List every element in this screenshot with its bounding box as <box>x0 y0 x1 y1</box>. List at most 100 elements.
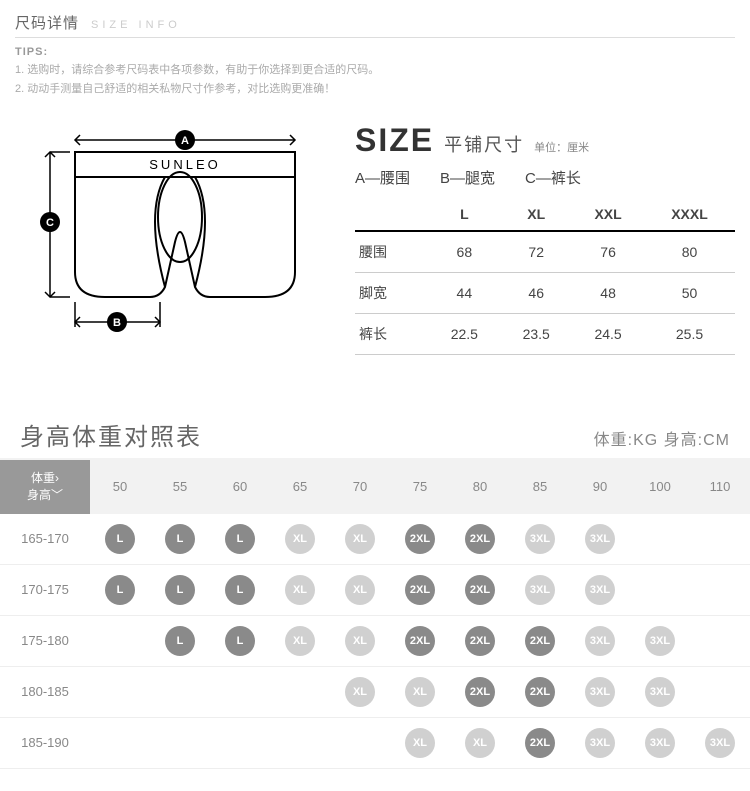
hw-cell: 2XL <box>450 514 510 565</box>
hw-cell <box>690 514 750 565</box>
size-row: 脚宽44464850 <box>355 273 735 314</box>
size-badge: XL <box>345 524 375 554</box>
hw-cell: XL <box>270 615 330 666</box>
header-title-cn: 尺码详情 <box>15 12 79 33</box>
hw-row: 180-185XLXL2XL2XL3XL3XL <box>0 666 750 717</box>
header: 尺码详情 SIZE INFO TIPS: 1. 选购时，请综合参考尺码表中各项参… <box>0 0 750 102</box>
hw-cell <box>90 666 150 717</box>
size-badge: 3XL <box>705 728 735 758</box>
hw-cell: 3XL <box>690 717 750 768</box>
hw-row: 185-190XLXL2XL3XL3XL3XL <box>0 717 750 768</box>
size-cell: 裤长 <box>355 314 428 355</box>
hw-cell <box>90 717 150 768</box>
hw-corner: 体重›身高﹀ <box>0 460 90 514</box>
hw-cell: 2XL <box>390 514 450 565</box>
hw-cell: XL <box>390 717 450 768</box>
size-cell: 44 <box>428 273 500 314</box>
size-badge: 3XL <box>585 626 615 656</box>
hw-cell: 3XL <box>630 615 690 666</box>
hw-cell: XL <box>330 615 390 666</box>
hw-height-label: 170-175 <box>0 564 90 615</box>
hw-cell: 2XL <box>450 615 510 666</box>
size-badge: XL <box>345 677 375 707</box>
size-badge: 3XL <box>645 728 675 758</box>
hw-cell: 3XL <box>510 514 570 565</box>
hw-cell: 3XL <box>630 717 690 768</box>
size-badge: XL <box>345 626 375 656</box>
hw-row: 165-170LLLXLXL2XL2XL3XL3XL <box>0 514 750 565</box>
hw-cell <box>90 615 150 666</box>
tip-1: 1. 选购时，请综合参考尺码表中各项参数，有助于你选择到更合适的尺码。 <box>15 61 735 77</box>
size-badge: 2XL <box>525 626 555 656</box>
hw-row: 170-175LLLXLXL2XL2XL3XL3XL <box>0 564 750 615</box>
size-badge: XL <box>405 677 435 707</box>
hw-height-label: 180-185 <box>0 666 90 717</box>
hw-cell <box>690 564 750 615</box>
size-badge: L <box>105 524 135 554</box>
size-th <box>355 198 428 231</box>
size-row: 腰围68727680 <box>355 231 735 273</box>
hw-cell: L <box>210 615 270 666</box>
marker-b: B <box>113 317 121 329</box>
hw-cell <box>330 717 390 768</box>
hw-cell <box>150 666 210 717</box>
hw-cell <box>210 666 270 717</box>
size-cell: 24.5 <box>572 314 644 355</box>
hw-cell: 3XL <box>510 564 570 615</box>
size-cell: 腰围 <box>355 231 428 273</box>
hw-cell: XL <box>330 564 390 615</box>
marker-a: A <box>181 135 189 147</box>
size-section: SUNLEO A C <box>0 102 750 387</box>
hw-weight-col: 90 <box>570 460 630 514</box>
height-weight-section: 身高体重对照表 体重:KG 身高:CM 体重›身高﹀50556065707580… <box>0 417 750 769</box>
brand-text: SUNLEO <box>149 157 220 172</box>
size-badge: L <box>225 575 255 605</box>
hw-cell: 2XL <box>450 666 510 717</box>
hw-weight-col: 85 <box>510 460 570 514</box>
marker-c: C <box>46 217 54 229</box>
size-badge: L <box>165 524 195 554</box>
size-cell: 脚宽 <box>355 273 428 314</box>
hw-cell: L <box>150 615 210 666</box>
size-unit: 单位：厘米 <box>534 139 589 155</box>
hw-title: 身高体重对照表 <box>20 417 202 452</box>
hw-cell: 2XL <box>450 564 510 615</box>
hw-weight-col: 80 <box>450 460 510 514</box>
size-badge: XL <box>465 728 495 758</box>
hw-cell: 3XL <box>570 564 630 615</box>
hw-weight-col: 65 <box>270 460 330 514</box>
size-badge: 2XL <box>405 524 435 554</box>
size-badge: XL <box>405 728 435 758</box>
hw-cell: 3XL <box>570 514 630 565</box>
hw-cell: L <box>150 514 210 565</box>
size-cell: 25.5 <box>644 314 735 355</box>
size-cell: 68 <box>428 231 500 273</box>
size-cell: 48 <box>572 273 644 314</box>
hw-cell: XL <box>390 666 450 717</box>
hw-cell <box>270 666 330 717</box>
tips-block: TIPS: 1. 选购时，请综合参考尺码表中各项参数，有助于你选择到更合适的尺码… <box>15 46 735 96</box>
hw-cell: 3XL <box>570 717 630 768</box>
size-th: XL <box>500 198 572 231</box>
size-badge: L <box>165 575 195 605</box>
size-badge: 3XL <box>585 524 615 554</box>
hw-cell <box>150 717 210 768</box>
hw-weight-col: 60 <box>210 460 270 514</box>
hw-cell: 2XL <box>510 666 570 717</box>
hw-cell: 2XL <box>390 564 450 615</box>
hw-units: 体重:KG 身高:CM <box>594 426 730 450</box>
hw-weight-col: 70 <box>330 460 390 514</box>
hw-cell <box>630 564 690 615</box>
hw-cell: 3XL <box>570 666 630 717</box>
size-badge: 2XL <box>405 626 435 656</box>
label-c: C—裤长 <box>525 167 581 188</box>
hw-cell <box>630 514 690 565</box>
hw-row: 175-180LLXLXL2XL2XL2XL3XL3XL <box>0 615 750 666</box>
size-table: LXLXXLXXXL 腰围68727680脚宽44464850裤长22.523.… <box>355 198 735 355</box>
size-row: 裤长22.523.524.525.5 <box>355 314 735 355</box>
size-dimension-labels: A—腰围 B—腿宽 C—裤长 <box>355 167 735 188</box>
hw-cell: 2XL <box>510 615 570 666</box>
size-cell: 76 <box>572 231 644 273</box>
size-badge: XL <box>285 626 315 656</box>
hw-weight-col: 55 <box>150 460 210 514</box>
